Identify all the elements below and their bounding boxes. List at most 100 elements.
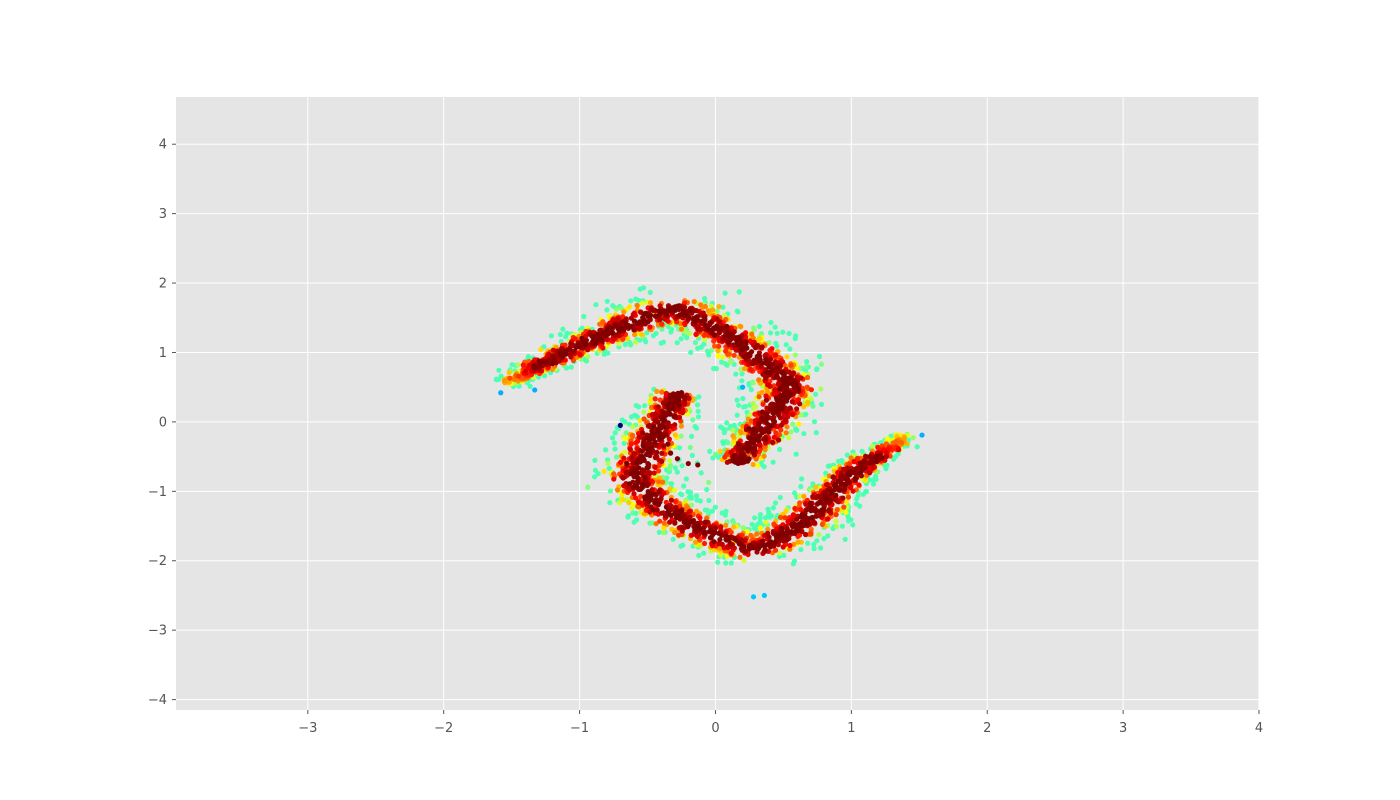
scatter-point (717, 448, 723, 454)
scatter-point (709, 508, 715, 514)
scatter-point (701, 314, 708, 320)
scatter-point (702, 337, 708, 343)
scatter-point (855, 455, 861, 462)
scatter-point (845, 494, 852, 500)
scatter-point (841, 504, 847, 510)
scatter-point (600, 345, 606, 351)
scatter-point (833, 483, 839, 489)
scatter-point (660, 400, 666, 406)
scatter-point (804, 521, 810, 527)
scatter-point (762, 515, 769, 521)
scatter-point (763, 519, 769, 526)
scatter-point (674, 340, 680, 346)
scatter-point (803, 363, 810, 370)
scatter-point (698, 344, 704, 350)
scatter-point (879, 455, 885, 461)
scatter-point (816, 353, 823, 360)
scatter-point (716, 343, 722, 349)
scatter-point (816, 532, 822, 538)
scatter-point (714, 323, 720, 329)
scatter-point (784, 409, 790, 415)
scatter-point (651, 491, 657, 497)
scatter-point (722, 312, 728, 319)
scatter-point (592, 467, 599, 473)
scatter-point (803, 501, 809, 507)
scatter-point (650, 423, 657, 429)
scatter-point (764, 411, 770, 417)
scatter-point (730, 427, 736, 433)
scatter-point (663, 504, 670, 510)
scatter-point (549, 361, 556, 367)
scatter-point (661, 308, 667, 314)
scatter-point (783, 430, 789, 436)
scatter-point (752, 411, 758, 417)
scatter-point (667, 458, 673, 464)
scatter-point (846, 518, 852, 524)
scatter-point (604, 307, 610, 313)
scatter-point (774, 343, 780, 349)
scatter-point (734, 397, 740, 403)
scatter-point (777, 532, 784, 538)
scatter-point (898, 440, 905, 446)
scatter-point (637, 459, 643, 465)
scatter-point (637, 286, 643, 292)
outlier-point (532, 387, 538, 393)
scatter-point (798, 375, 804, 381)
scatter-point (607, 488, 614, 494)
scatter-point (777, 446, 783, 452)
scatter-point (791, 380, 797, 386)
scatter-point (867, 453, 873, 460)
scatter-point (751, 327, 757, 333)
scatter-point (668, 512, 674, 519)
scatter-point (609, 330, 616, 336)
scatter-point (741, 557, 747, 564)
outlier-point (818, 361, 825, 367)
scatter-point (634, 302, 640, 309)
scatter-point (803, 507, 809, 513)
outlier-point (685, 460, 691, 467)
scatter-point (664, 475, 670, 481)
scatter-point (821, 536, 827, 542)
scatter-point (767, 370, 774, 376)
scatter-point (560, 326, 566, 332)
scatter-point (741, 345, 747, 351)
scatter-point (636, 434, 643, 440)
y-axis: −4 −3 −2 −1 0 1 2 3 4 (148, 138, 176, 708)
scatter-point (603, 447, 609, 453)
scatter-point (645, 469, 651, 476)
scatter-point (525, 354, 532, 360)
scatter-point (772, 539, 778, 546)
scatter-point (606, 465, 612, 471)
scatter-point (724, 323, 730, 329)
scatter-point (631, 318, 638, 324)
scatter-point (577, 351, 583, 358)
scatter-point (784, 424, 790, 430)
scatter-point (844, 452, 850, 458)
scatter-point (736, 441, 742, 448)
scatter-point (656, 488, 662, 495)
scatter-point (869, 443, 876, 449)
scatter-point (857, 460, 863, 466)
scatter-point (718, 552, 724, 558)
scatter-point (734, 412, 740, 418)
scatter-point (818, 545, 824, 551)
scatter-point (766, 364, 772, 370)
scatter-point (792, 505, 798, 512)
scatter-point (634, 474, 641, 480)
scatter-point (804, 359, 810, 365)
scatter-point (737, 541, 743, 547)
scatter-point (833, 511, 839, 518)
scatter-point (738, 324, 744, 330)
scatter-point (708, 347, 715, 354)
scatter-point (767, 356, 774, 362)
scatter-point (613, 306, 620, 312)
scatter-point (786, 391, 792, 397)
scatter-point (649, 404, 655, 410)
scatter-point (605, 336, 611, 343)
scatter-point (746, 441, 752, 447)
scatter-point (725, 535, 732, 541)
scatter-point (633, 403, 639, 409)
scatter-point (761, 464, 767, 470)
scatter-point (874, 459, 880, 465)
scatter-point (875, 444, 881, 450)
